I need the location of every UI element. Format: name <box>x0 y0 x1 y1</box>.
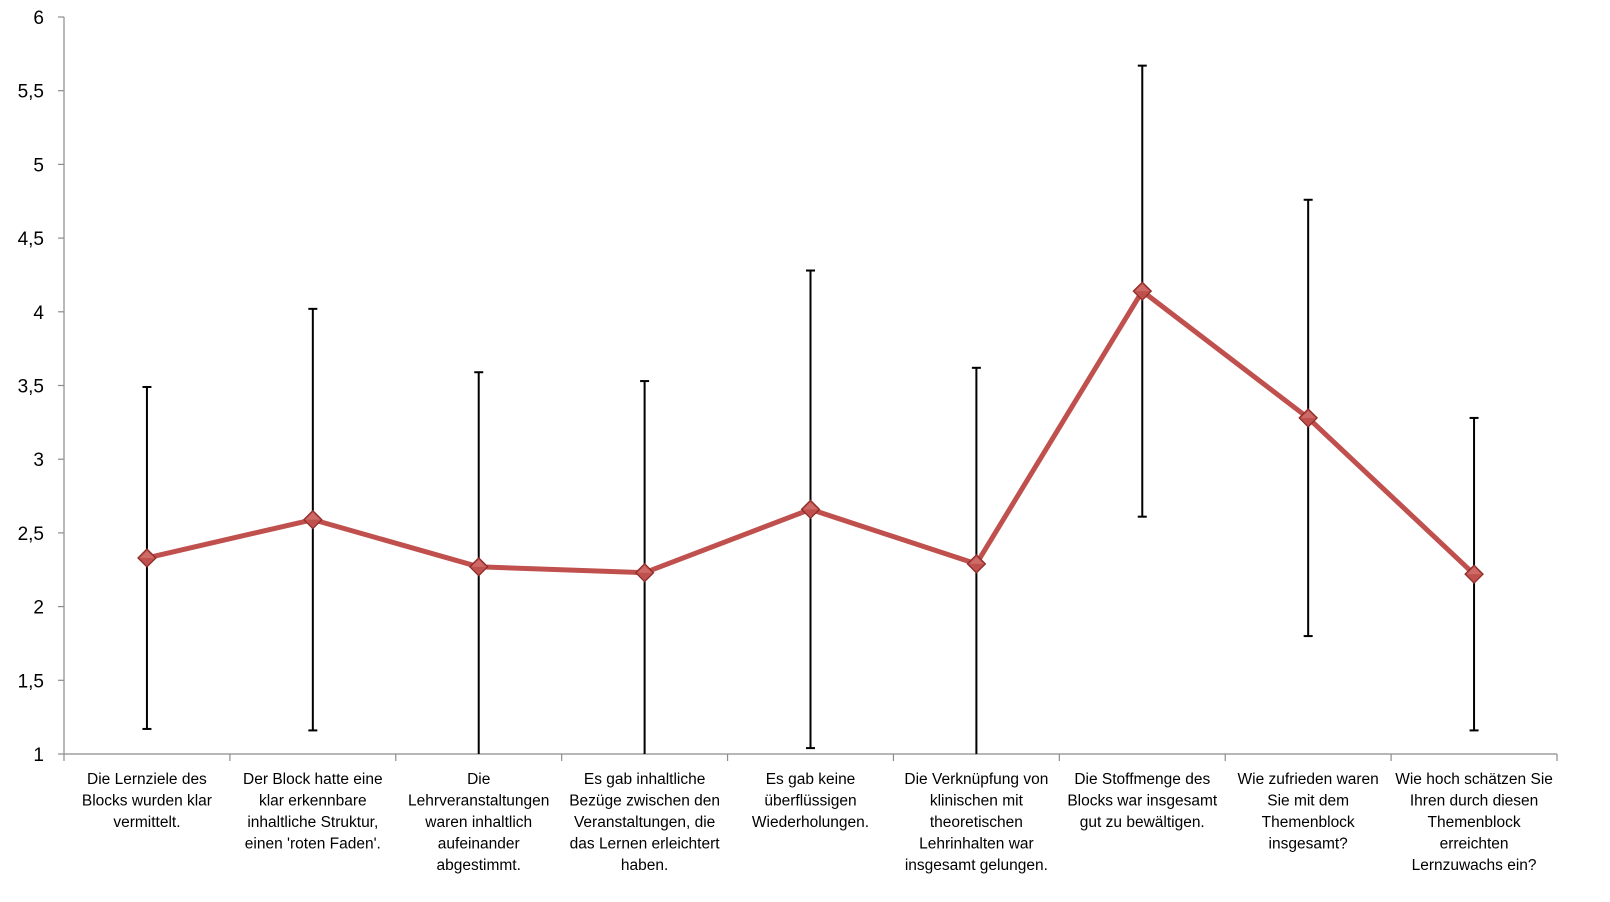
x-tick-label-line: Blocks war insgesamt <box>1067 793 1218 810</box>
error-bars <box>142 64 1479 754</box>
x-tick-label-line: überflüssigen <box>764 793 856 810</box>
x-tick-label: Die Verknüpfung von klinischen mit theoret… <box>904 771 1048 874</box>
x-tick-label-line: Es gab inhaltliche <box>584 771 706 788</box>
x-tick-label-line: das Lernen erleichtert <box>570 836 721 853</box>
x-tick-label-line: Veranstaltungen, die <box>574 814 715 831</box>
x-tick-label-line: Wie hoch schätzen Sie <box>1395 771 1553 788</box>
y-tick-label: 4,5 <box>18 229 44 250</box>
y-tick-label: 3,5 <box>18 377 44 398</box>
markers <box>137 281 1484 585</box>
x-tick-label: Die Lehrveranstaltungen waren inhaltlich au… <box>408 771 549 874</box>
data-point-highlight <box>139 550 154 558</box>
data-point-highlight <box>803 502 818 510</box>
x-tick-label-line: Es gab keine <box>766 771 856 788</box>
x-tick-label-line: Lehrinhalten war <box>919 836 1034 853</box>
y-tick-label: 1,5 <box>18 671 44 692</box>
x-tick-label-line: Wie zufrieden waren <box>1238 771 1379 788</box>
x-tick-label-line: Sie mit dem <box>1267 793 1349 810</box>
x-tick-label: Die Lernziele des Blocks wurden klar vermi… <box>82 771 212 831</box>
x-tick-label-line: klar erkennbare <box>259 793 367 810</box>
y-tick-label: 2 <box>33 598 44 619</box>
x-tick-label: Die Stoffmenge des Blocks war insgesamt gu… <box>1067 771 1218 831</box>
x-tick-label-line: einen 'roten Faden'. <box>245 836 381 853</box>
x-tick-label-line: Lernzuwachs ein? <box>1412 857 1537 874</box>
x-tick-label-line: gut zu bewältigen. <box>1080 814 1205 831</box>
x-tick-label-line: aufeinander <box>438 836 520 853</box>
x-tick-label-line: insgesamt gelungen. <box>905 857 1048 874</box>
x-tick-label-line: Ihren durch diesen <box>1410 793 1538 810</box>
y-tick-label: 5,5 <box>18 82 44 103</box>
x-tick-label-line: Die Lernziele des <box>87 771 207 788</box>
data-point-highlight <box>969 556 984 564</box>
x-tick-label: Es gab keine überflüssigen Wiederholungen. <box>752 771 869 831</box>
x-tick-label-line: insgesamt? <box>1269 836 1349 853</box>
x-tick-label-line: Die Stoffmenge des <box>1074 771 1210 788</box>
x-tick-label-line: Die Verknüpfung von <box>904 771 1048 788</box>
data-point-highlight <box>305 512 320 520</box>
x-tick-label-line: inhaltliche Struktur, <box>247 814 378 831</box>
y-tick-label: 4 <box>33 303 44 324</box>
data-point-highlight <box>637 565 652 573</box>
x-tick-label-line: abgestimmt. <box>437 857 521 874</box>
x-tick-label: Es gab inhaltliche Bezüge zwischen den Ver… <box>569 771 720 874</box>
x-tick-label-line: vermittelt. <box>113 814 180 831</box>
x-tick-label-line: Der Block hatte eine <box>243 771 383 788</box>
x-tick-label-line: Themenblock <box>1262 814 1355 831</box>
y-tick-label: 5 <box>33 155 44 176</box>
x-tick-label-line: haben. <box>621 857 668 874</box>
x-tick-label-line: Blocks wurden klar <box>82 793 212 810</box>
x-tick-label-line: Die <box>467 771 490 788</box>
x-tick-label: Wie zufrieden waren Sie mit dem Themenbloc… <box>1238 771 1379 853</box>
y-tick-label: 1 <box>33 745 44 766</box>
x-tick-label-line: waren inhaltlich <box>424 814 532 831</box>
x-tick-label-line: Wiederholungen. <box>752 814 869 831</box>
data-point-highlight <box>471 559 486 567</box>
x-tick-label: Der Block hatte eine klar erkennbare inhal… <box>243 771 383 853</box>
data-point-highlight <box>1135 284 1150 292</box>
axes <box>58 16 1558 761</box>
x-tick-label-line: klinischen mit <box>930 793 1024 810</box>
y-tick-label: 2,5 <box>18 524 44 545</box>
x-tick-label-line: Lehrveranstaltungen <box>408 793 549 810</box>
y-tick-label: 3 <box>33 450 44 471</box>
x-tick-label-line: theoretischen <box>930 814 1023 831</box>
x-tick-label-line: Themenblock <box>1428 814 1521 831</box>
x-tick-label-line: erreichten <box>1440 836 1509 853</box>
x-tick-label: Wie hoch schätzen Sie Ihren durch diesen T… <box>1395 771 1553 874</box>
x-tick-label-line: Bezüge zwischen den <box>569 793 720 810</box>
y-tick-label: 6 <box>33 8 44 29</box>
tick-labels: 1 1,5 2 2,5 3 3,5 4 4,5 5 5,5 6 Die Lernziele des Bl… <box>18 8 1553 874</box>
data-point-highlight <box>1301 410 1316 418</box>
data-point-highlight <box>1467 567 1482 575</box>
